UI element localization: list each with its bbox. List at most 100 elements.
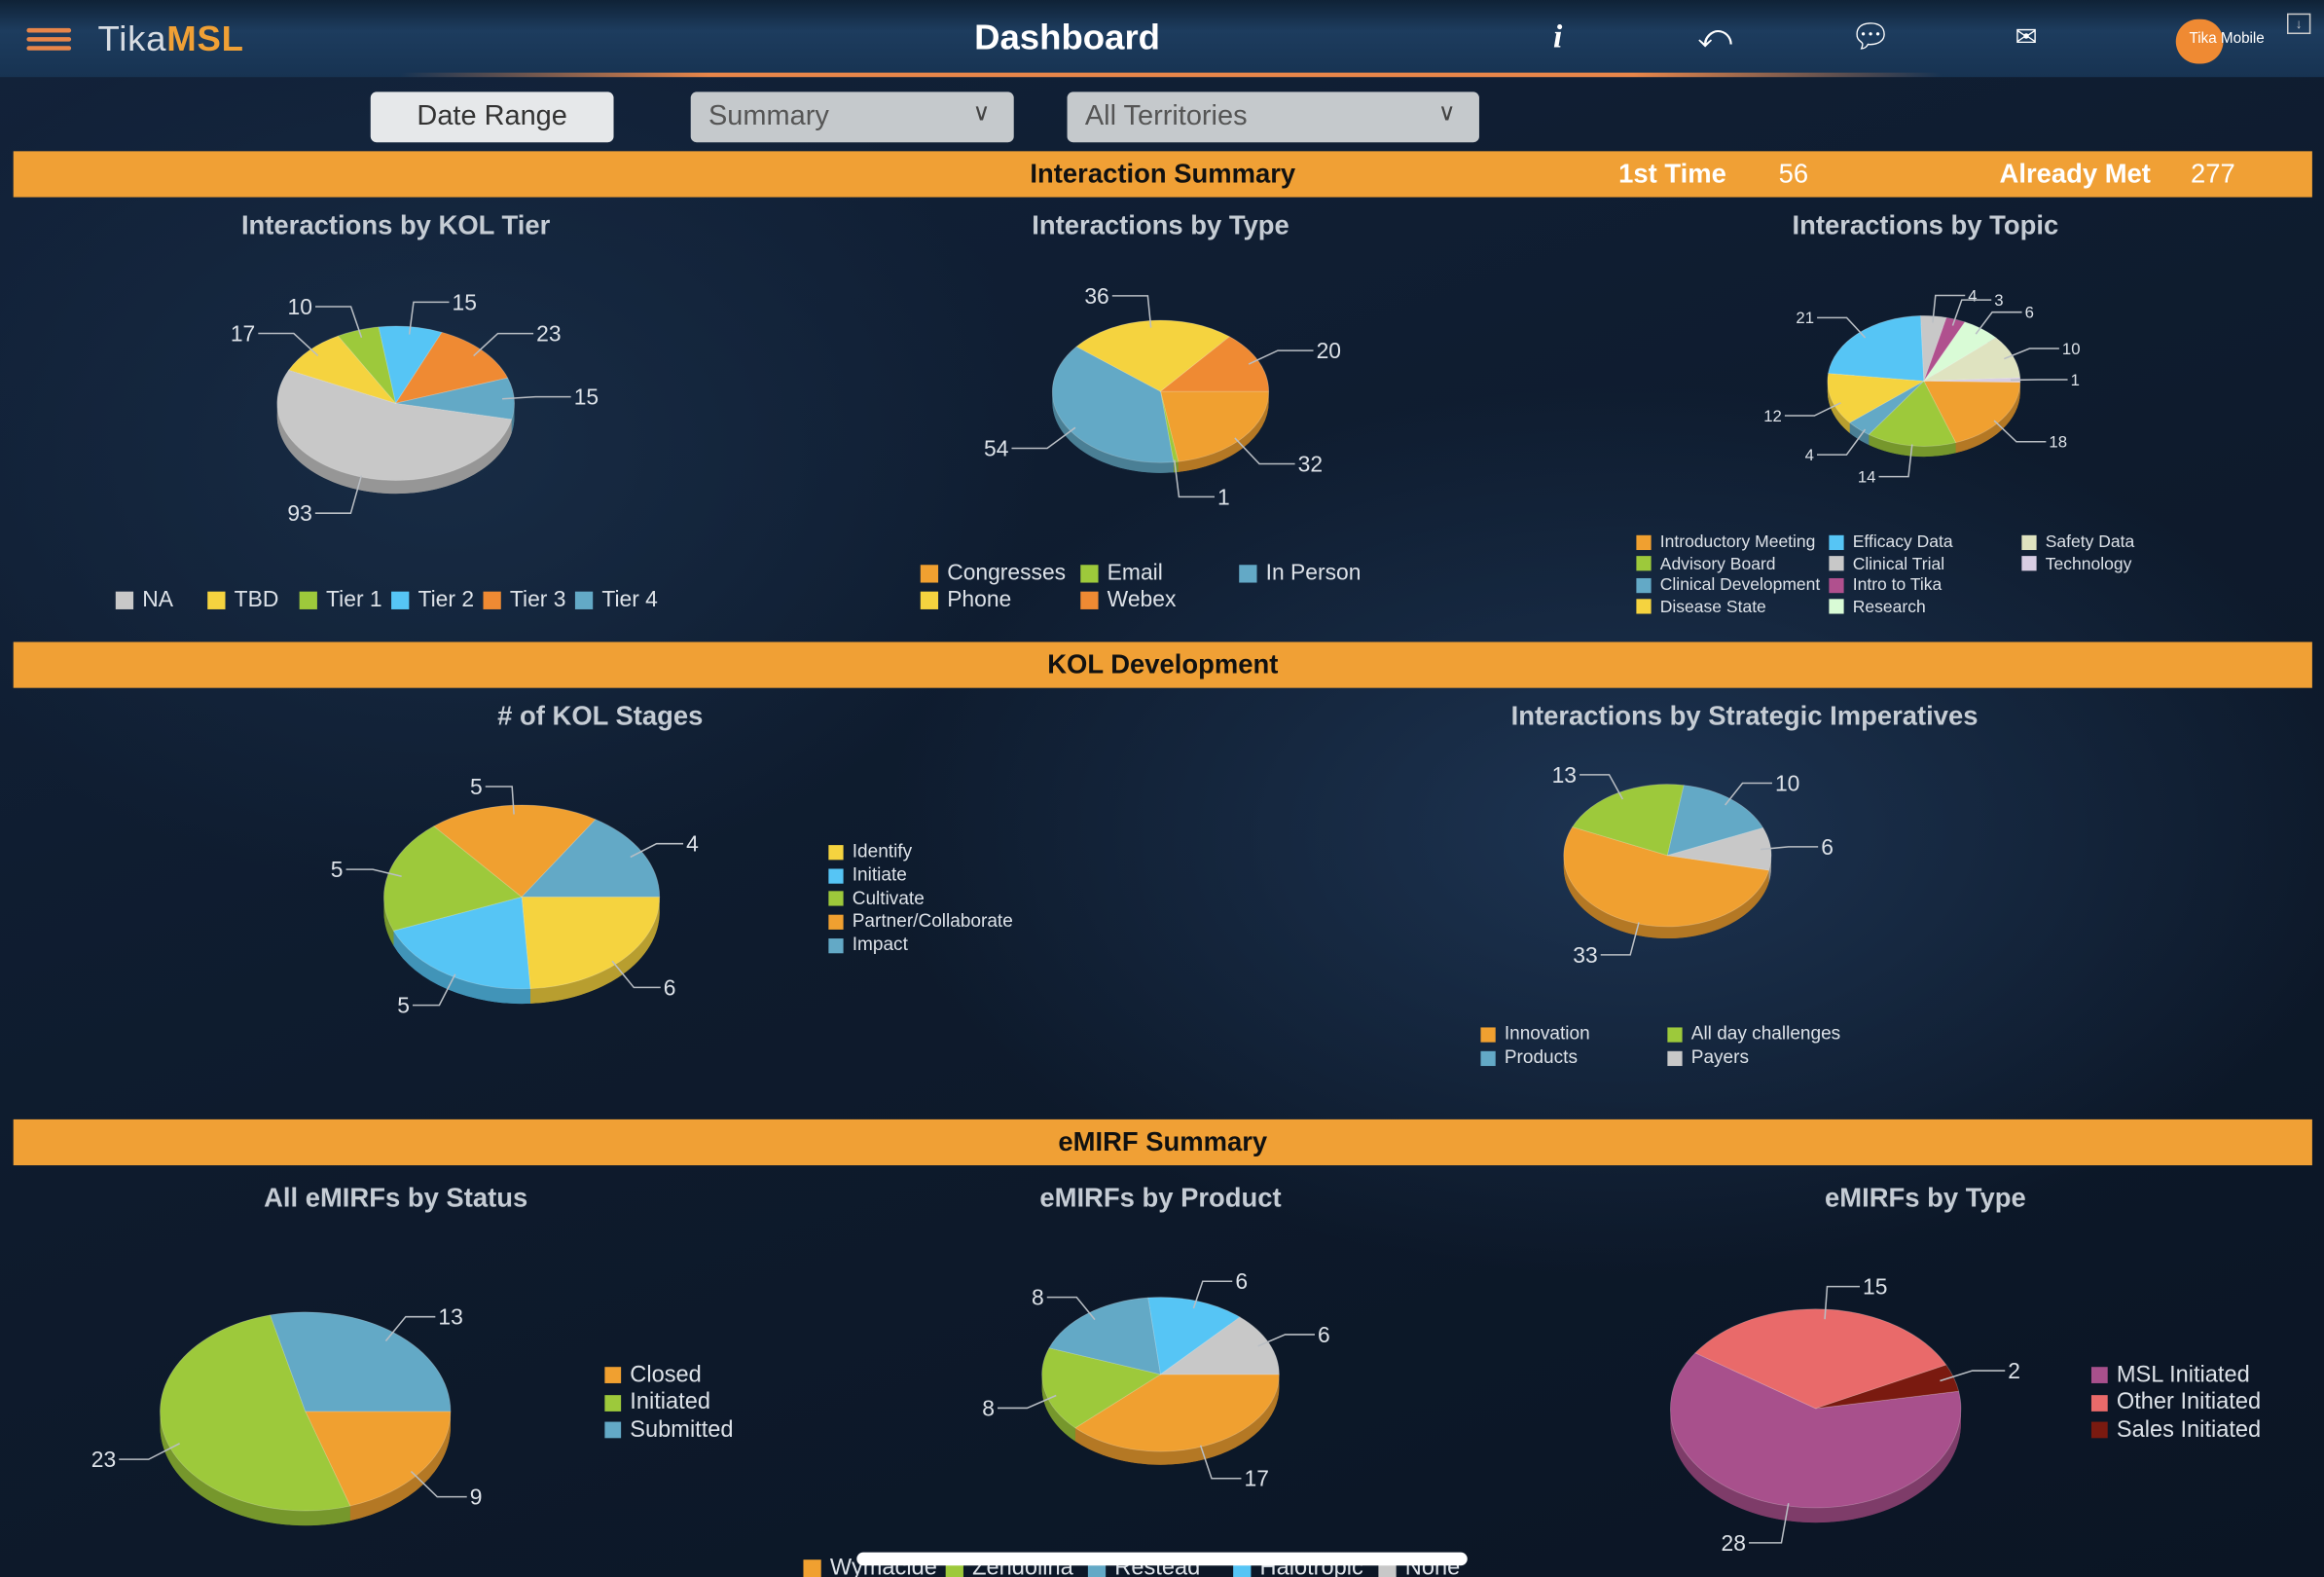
pie-slice-submitted	[270, 1311, 452, 1412]
undo-icon[interactable]: ⤺	[1697, 18, 1733, 55]
data-label-connector	[1111, 295, 1152, 328]
legend-item[interactable]: Sales Initiated	[2090, 1416, 2261, 1443]
legend-item[interactable]: Innovation	[1480, 1023, 1590, 1044]
pie-slice-bottom	[160, 1330, 350, 1526]
legend-item[interactable]: Products	[1480, 1046, 1578, 1068]
pie-slice-tbd	[288, 335, 397, 405]
legend-item[interactable]: MSL Initiated	[2090, 1363, 2250, 1389]
territory-select[interactable]: All Territories ∨	[1067, 92, 1479, 143]
pie-slice-bottom	[1160, 1330, 1280, 1388]
data-label: 8	[982, 1395, 995, 1420]
legend-item[interactable]: Efficacy Data	[1829, 533, 1953, 552]
pie-slice-bottom	[1828, 326, 1924, 392]
legend-item[interactable]: Tier 3	[483, 587, 565, 612]
pie-slice-sales-initiated	[1815, 1364, 1960, 1410]
pie-slice-side	[160, 1411, 350, 1526]
legend-item[interactable]: Introductory Meeting	[1636, 533, 1815, 552]
legend-swatch	[1636, 600, 1652, 615]
legend-item[interactable]: Disease State	[1636, 599, 1766, 616]
legend-item[interactable]: Safety Data	[2021, 533, 2134, 552]
legend-item[interactable]: Tier 4	[574, 587, 658, 612]
data-label-connector	[1248, 349, 1314, 365]
mail-icon[interactable]: ✉	[2015, 21, 2038, 53]
legend-item[interactable]: Impact	[828, 935, 908, 955]
legend-label: All day challenges	[1690, 1022, 1841, 1045]
legend-item[interactable]: Phone	[920, 587, 1011, 612]
pie-slice-side	[1955, 382, 2020, 454]
pie-slice-bottom	[276, 383, 512, 495]
pie-slice-tier-4	[395, 377, 515, 421]
download-icon[interactable]: ↓	[2286, 13, 2311, 35]
menu-icon[interactable]	[26, 27, 72, 52]
data-label: 32	[1298, 452, 1323, 477]
legend-item[interactable]: Initiated	[604, 1390, 710, 1416]
legend-item[interactable]: Clinical Trial	[1829, 555, 1944, 573]
legend-item[interactable]: In Person	[1239, 561, 1361, 586]
legend-item[interactable]: Submitted	[604, 1416, 734, 1443]
pie-slice-research	[1923, 321, 1997, 382]
pie-slice-bottom	[338, 340, 396, 417]
data-label-connector	[1784, 402, 1841, 417]
territory-select-value: All Territories	[1084, 100, 1248, 132]
page-title: Dashboard	[974, 18, 1161, 58]
pie-slice-bottom	[1923, 348, 2020, 392]
already-met-value: 277	[2190, 158, 2235, 189]
pie-slice-disease-state	[1827, 373, 1926, 423]
legend-item[interactable]: NA	[115, 587, 173, 612]
section-title: KOL Development	[1047, 649, 1279, 679]
app-logo: TikaMSL	[98, 19, 244, 61]
data-label: 36	[1084, 283, 1108, 309]
data-label-connector	[1011, 426, 1076, 450]
legend-swatch	[828, 914, 844, 931]
legend-item[interactable]: Cultivate	[828, 888, 925, 908]
legend-item[interactable]: Email	[1080, 561, 1163, 586]
legend-item[interactable]: Clinical Development	[1636, 576, 1820, 595]
pie-slice-products	[1666, 785, 1764, 857]
data-label-connector	[473, 332, 534, 357]
pie-slice-side	[1768, 855, 1771, 883]
legend-item[interactable]: Partner/Collaborate	[828, 911, 1013, 932]
legend-item[interactable]: Webex	[1080, 587, 1176, 612]
legend-item[interactable]: Technology	[2021, 555, 2132, 573]
legend-label: Initiate	[852, 863, 907, 885]
chat-icon[interactable]: 💬︎	[1849, 18, 1892, 55]
pie-slice-side	[1178, 391, 1269, 472]
data-label: 17	[231, 321, 255, 347]
legend-label: Research	[1852, 598, 1926, 616]
legend-item[interactable]: Other Initiated	[2090, 1390, 2261, 1416]
data-label: 23	[91, 1447, 116, 1472]
legend-item[interactable]: Identify	[828, 841, 912, 862]
legend-item[interactable]: Tier 1	[299, 587, 382, 612]
legend-label: Technology	[2045, 555, 2132, 573]
kol-development-bar: KOL Development	[13, 642, 2312, 688]
data-label-connector	[1816, 428, 1867, 456]
legend-item[interactable]: Research	[1829, 598, 1926, 616]
data-label-connector	[2004, 348, 2059, 360]
legend-item[interactable]: Payers	[1667, 1046, 1749, 1068]
legend-item[interactable]: Closed	[604, 1363, 702, 1389]
avatar[interactable]	[2175, 18, 2224, 64]
horizontal-scrollbar[interactable]	[856, 1552, 1468, 1566]
date-range-button[interactable]: Date Range	[370, 92, 614, 143]
legend-item[interactable]: Intro to Tika	[1829, 576, 1942, 595]
legend-item[interactable]: All day challenges	[1667, 1023, 1840, 1044]
legend-swatch	[1636, 556, 1652, 572]
view-select[interactable]: Summary ∨	[690, 92, 1014, 143]
info-icon[interactable]: i	[1553, 18, 1563, 55]
data-label: 8	[1032, 1285, 1044, 1310]
pie-slice-email	[1160, 390, 1180, 463]
legend-item[interactable]: Initiate	[828, 863, 907, 885]
legend-swatch	[1080, 565, 1099, 583]
legend-swatch	[828, 844, 844, 860]
legend-swatch	[207, 591, 226, 610]
pie-slice-side	[1869, 434, 1956, 458]
legend-item[interactable]: Tier 2	[391, 587, 474, 612]
legend-item[interactable]: Congresses	[920, 561, 1066, 586]
pie-slice-partner-collaborate	[433, 804, 597, 898]
legend-label: Products	[1504, 1046, 1578, 1068]
data-label: 54	[984, 436, 1009, 461]
data-label: 4	[686, 831, 699, 857]
legend-item[interactable]: Advisory Board	[1636, 555, 1776, 573]
legend-swatch	[2090, 1394, 2108, 1412]
legend-item[interactable]: TBD	[207, 587, 278, 612]
